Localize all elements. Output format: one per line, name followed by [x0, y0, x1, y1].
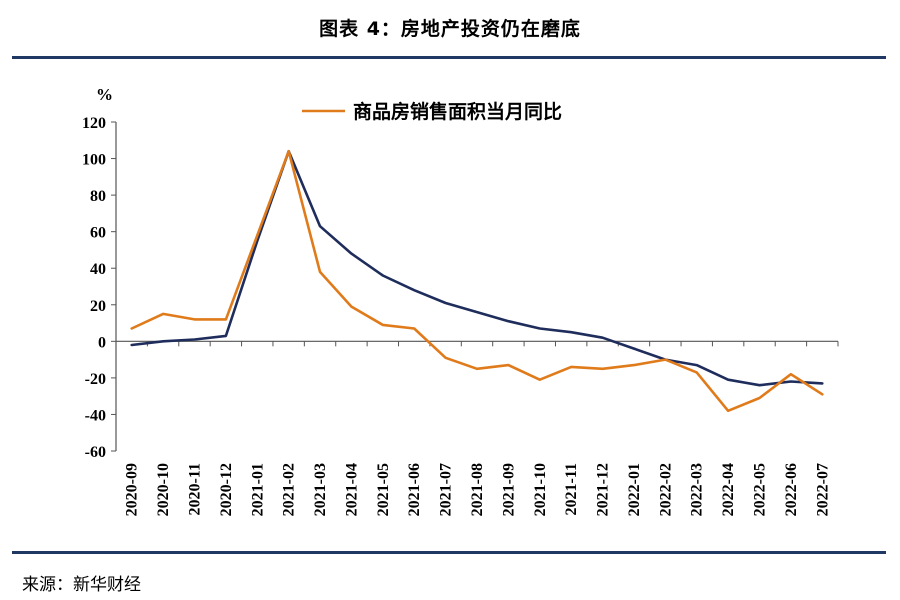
- x-tick-label: 2021-01: [249, 463, 266, 516]
- y-tick-label: 60: [90, 225, 106, 242]
- x-tick-label: 2022-02: [657, 463, 674, 516]
- x-tick-label: 2022-05: [752, 463, 769, 516]
- x-tick-label: 2021-08: [469, 463, 486, 516]
- x-tick-label: 2021-06: [406, 463, 423, 516]
- x-tick-label: 2022-01: [626, 463, 643, 516]
- x-tick-label: 2021-03: [312, 463, 329, 516]
- y-axis-ticks: 120 100 80 60 40 20 0 -20 -40 -60: [82, 115, 116, 461]
- top-rule: [12, 56, 886, 59]
- y-tick-label: 80: [90, 188, 106, 205]
- x-tick-label: 2021-09: [500, 463, 517, 516]
- series-line-sales-area-yoy: [130, 149, 824, 413]
- x-tick-label: 2020-11: [186, 463, 203, 515]
- y-tick-label: 0: [98, 334, 106, 351]
- x-tick-label: 2021-07: [438, 463, 455, 516]
- bottom-rule: [12, 551, 886, 554]
- y-tick-label: 120: [82, 115, 106, 132]
- x-axis-ticks: 2020-09 2020-10 2020-11 2020-12 2021-01 2021-…: [115, 341, 839, 516]
- x-tick-label: 2021-05: [375, 463, 392, 516]
- y-tick-label: -20: [85, 371, 106, 388]
- x-tick-label: 2021-04: [343, 463, 360, 516]
- chart-legend: 商品房销售面积当月同比: [302, 100, 562, 123]
- x-tick-label: 2021-12: [595, 463, 612, 516]
- chart-axes: [115, 122, 838, 451]
- y-tick-label: 40: [90, 261, 106, 278]
- y-tick-label: 20: [90, 298, 106, 315]
- x-tick-label: 2021-10: [532, 463, 549, 516]
- x-tick-label: 2022-04: [720, 463, 737, 516]
- series-line-secondary: [130, 149, 824, 387]
- x-tick-label: 2022-06: [783, 463, 800, 516]
- x-tick-label: 2022-07: [814, 463, 831, 516]
- x-tick-label: 2022-03: [689, 463, 706, 516]
- x-tick-label: 2020-12: [218, 463, 235, 516]
- x-tick-label: 2021-11: [563, 463, 580, 515]
- figure-title: 图表 4：房地产投资仍在磨底: [319, 18, 581, 40]
- chart-series: [130, 149, 824, 413]
- source-note: 来源：新华财经: [22, 575, 141, 595]
- y-tick-label: -40: [85, 407, 106, 424]
- x-tick-label: 2020-09: [124, 463, 141, 516]
- x-tick-label: 2020-10: [155, 463, 172, 516]
- y-tick-label: 100: [82, 152, 106, 169]
- x-tick-label: 2021-02: [281, 463, 298, 516]
- legend-label: 商品房销售面积当月同比: [353, 100, 562, 123]
- y-tick-label: -60: [85, 444, 106, 461]
- y-axis-unit-label: %: [96, 85, 113, 104]
